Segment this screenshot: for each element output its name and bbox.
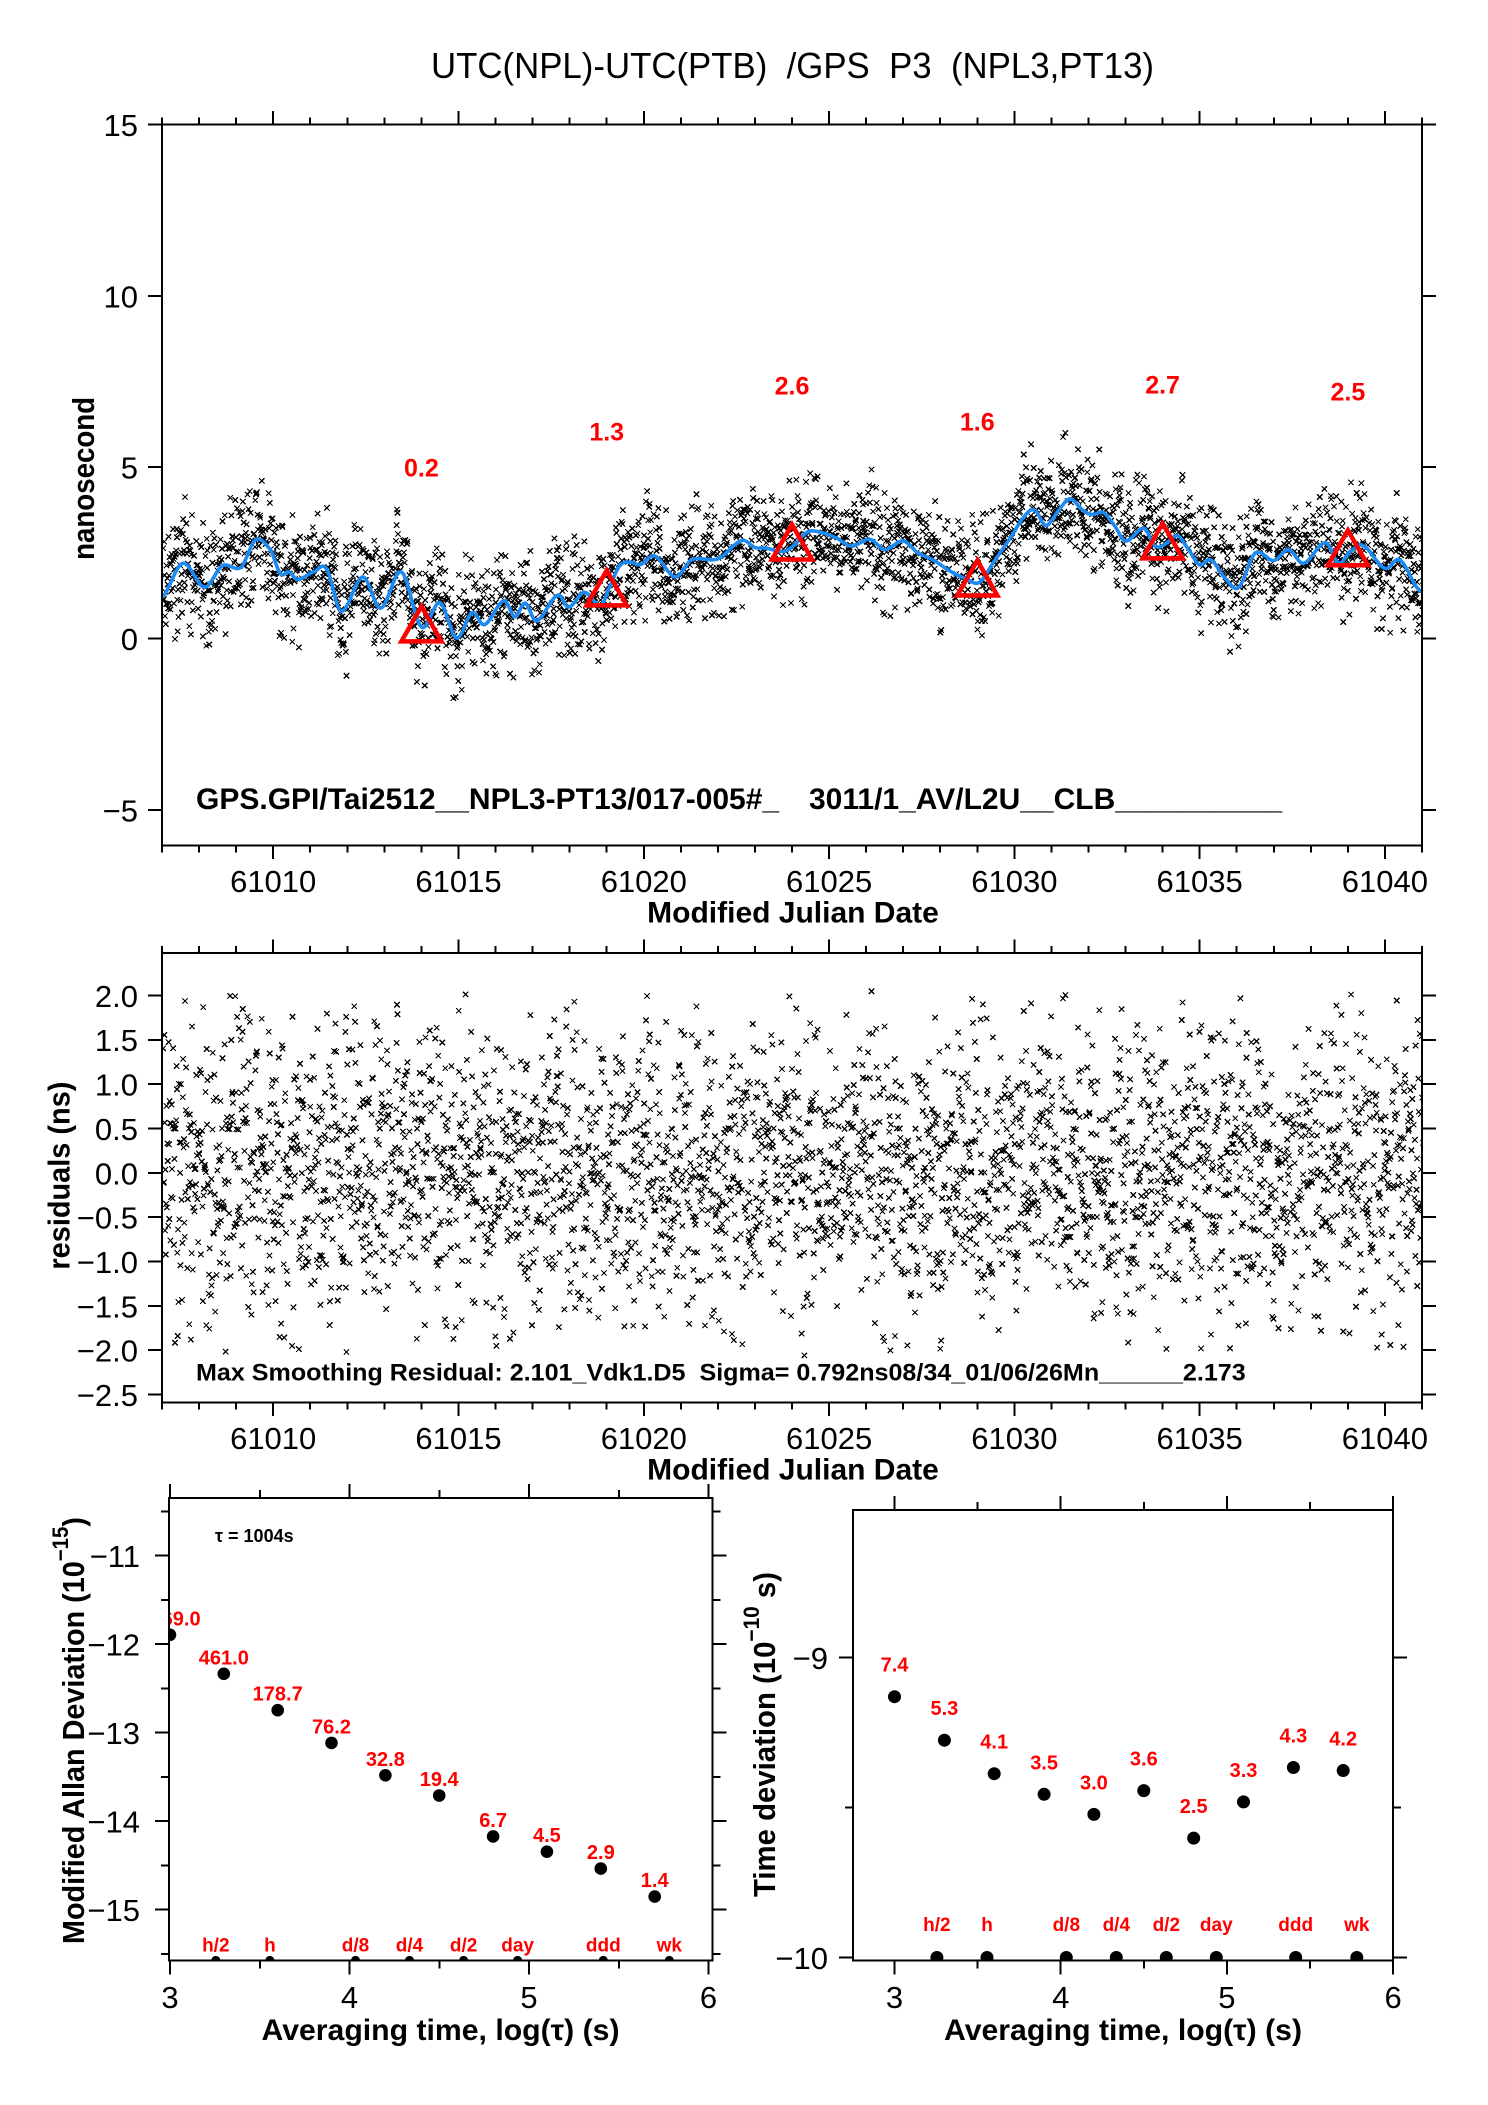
svg-text:5: 5	[121, 451, 138, 486]
svg-text:Max Smoothing Residual: 2.101_: Max Smoothing Residual: 2.101_Vdk1.D5 Si…	[196, 1360, 1246, 1387]
svg-text:4: 4	[1052, 1980, 1069, 2015]
svg-text:Modified Julian Date: Modified Julian Date	[647, 1454, 939, 1487]
svg-text:wk: wk	[1343, 1915, 1370, 1936]
svg-text:61035: 61035	[1156, 1421, 1242, 1456]
svg-text:61010: 61010	[230, 864, 316, 899]
svg-text:d/4: d/4	[1103, 1915, 1131, 1936]
svg-text:Modified Julian Date: Modified Julian Date	[647, 897, 939, 930]
svg-text:day: day	[501, 1936, 534, 1957]
svg-text:Modified Allan Deviation (10−1: Modified Allan Deviation (10−15)	[48, 1517, 91, 1944]
svg-text:0.5: 0.5	[95, 1112, 138, 1147]
svg-text:15: 15	[104, 108, 138, 143]
svg-text:Averaging time, log(τ) (s): Averaging time, log(τ) (s)	[944, 2014, 1302, 2047]
svg-text:UTC(NPL)-UTC(PTB) /GPS P3 (: UTC(NPL)-UTC(PTB) /GPS P3 (NPL3,PT13)	[431, 45, 1154, 86]
svg-text:4: 4	[341, 1980, 358, 2015]
svg-text:day: day	[1200, 1915, 1233, 1936]
svg-text:2.6: 2.6	[775, 373, 810, 401]
svg-text:τ = 1004s: τ = 1004s	[215, 1526, 294, 1546]
svg-text:6: 6	[1384, 1980, 1401, 2015]
svg-text:0.2: 0.2	[404, 454, 439, 482]
svg-text:0: 0	[121, 622, 138, 657]
svg-text:76.2: 76.2	[312, 1716, 351, 1738]
svg-text:178.7: 178.7	[253, 1684, 303, 1706]
svg-text:−11: −11	[90, 1539, 140, 1574]
svg-text:4.3: 4.3	[1279, 1726, 1307, 1748]
svg-text:61015: 61015	[415, 864, 501, 899]
svg-text:−10: −10	[775, 1941, 828, 1976]
svg-text:residuals (ns): residuals (ns)	[42, 1082, 77, 1270]
svg-text:d/2: d/2	[450, 1936, 477, 1957]
svg-text:61030: 61030	[971, 1421, 1057, 1456]
svg-text:d/8: d/8	[342, 1936, 369, 1957]
svg-text:61035: 61035	[1156, 864, 1242, 899]
svg-text:3: 3	[886, 1980, 903, 2015]
svg-text:2.5: 2.5	[1331, 378, 1366, 406]
svg-text:6: 6	[700, 1980, 717, 2015]
svg-text:61025: 61025	[786, 1421, 872, 1456]
svg-text:wk: wk	[656, 1936, 683, 1957]
svg-text:61010: 61010	[230, 1421, 316, 1456]
svg-text:19.4: 19.4	[420, 1769, 460, 1791]
svg-text:4.5: 4.5	[533, 1825, 561, 1847]
svg-text:GPS.GPI/Tai2512__NPL3-PT13/017: GPS.GPI/Tai2512__NPL3-PT13/017-005#_	[196, 783, 779, 816]
svg-text:h: h	[981, 1915, 993, 1936]
svg-text:−15: −15	[87, 1893, 140, 1928]
svg-text:d/2: d/2	[1153, 1915, 1180, 1936]
svg-text:−0.5: −0.5	[77, 1201, 138, 1236]
svg-text:1.6: 1.6	[960, 409, 995, 437]
svg-text:7.4: 7.4	[881, 1655, 910, 1677]
svg-text:Averaging time, log(τ) (s): Averaging time, log(τ) (s)	[262, 2014, 620, 2047]
svg-text:461.0: 461.0	[199, 1647, 249, 1669]
svg-text:−14: −14	[87, 1805, 140, 1840]
svg-text:6.7: 6.7	[479, 1810, 507, 1832]
svg-text:3: 3	[161, 1980, 178, 2015]
svg-text:1.0: 1.0	[95, 1068, 138, 1103]
svg-text:h: h	[264, 1936, 276, 1957]
svg-text:2.7: 2.7	[1145, 371, 1180, 399]
svg-text:61015: 61015	[415, 1421, 501, 1456]
svg-text:2.5: 2.5	[1180, 1796, 1208, 1818]
svg-text:ddd: ddd	[586, 1936, 621, 1957]
svg-text:1.3: 1.3	[589, 418, 624, 446]
svg-text:−5: −5	[103, 794, 138, 829]
svg-text:3.0: 3.0	[1080, 1772, 1108, 1794]
svg-text:3.3: 3.3	[1230, 1760, 1258, 1782]
svg-text:−9: −9	[793, 1641, 828, 1676]
svg-text:−1.0: −1.0	[77, 1245, 138, 1280]
svg-text:−12: −12	[87, 1628, 140, 1663]
svg-text:3011/1_AV/L2U__CLB__________: 3011/1_AV/L2U__CLB__________	[809, 783, 1282, 816]
svg-text:−2.5: −2.5	[77, 1378, 138, 1413]
svg-text:1.5: 1.5	[95, 1023, 138, 1058]
svg-text:61020: 61020	[601, 864, 687, 899]
svg-text:3.5: 3.5	[1030, 1752, 1058, 1774]
svg-text:61020: 61020	[601, 1421, 687, 1456]
svg-text:2.0: 2.0	[95, 979, 138, 1014]
svg-text:61040: 61040	[1342, 1421, 1428, 1456]
svg-text:−2.0: −2.0	[77, 1334, 138, 1369]
svg-text:nanosecond: nanosecond	[66, 397, 101, 560]
svg-text:d/4: d/4	[396, 1936, 424, 1957]
svg-text:h/2: h/2	[202, 1936, 229, 1957]
svg-text:61025: 61025	[786, 864, 872, 899]
svg-text:4.2: 4.2	[1329, 1729, 1357, 1751]
svg-text:61030: 61030	[971, 864, 1057, 899]
svg-text:61040: 61040	[1342, 864, 1428, 899]
svg-text:4.1: 4.1	[980, 1732, 1008, 1754]
svg-text:5: 5	[1218, 1980, 1235, 2015]
svg-text:5.3: 5.3	[930, 1698, 958, 1720]
svg-text:ddd: ddd	[1278, 1915, 1313, 1936]
svg-text:h/2: h/2	[923, 1915, 950, 1936]
svg-text:32.8: 32.8	[366, 1749, 405, 1771]
svg-text:1269.0: 1269.0	[139, 1608, 200, 1630]
svg-text:−13: −13	[87, 1716, 140, 1751]
svg-text:0.0: 0.0	[95, 1156, 138, 1191]
svg-text:−1.5: −1.5	[77, 1289, 138, 1324]
svg-text:5: 5	[520, 1980, 537, 2015]
svg-text:2.9: 2.9	[587, 1842, 615, 1864]
svg-text:10: 10	[104, 279, 138, 314]
svg-text:3.6: 3.6	[1130, 1749, 1158, 1771]
svg-text:1.4: 1.4	[641, 1870, 670, 1892]
svg-text:d/8: d/8	[1053, 1915, 1080, 1936]
